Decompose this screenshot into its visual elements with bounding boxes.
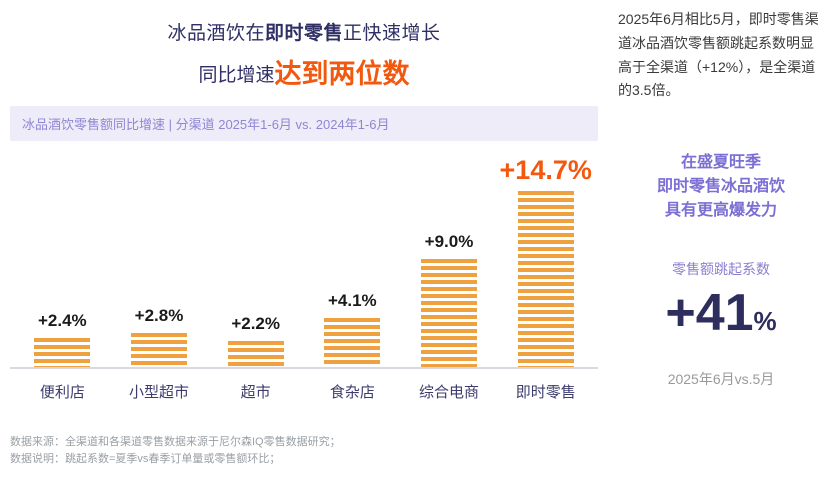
bar — [131, 333, 187, 367]
bar — [34, 338, 91, 367]
category-label: 食杂店 — [329, 384, 375, 401]
title-text: 同比增速 — [198, 65, 275, 86]
footnote-note: 数据说明：跳起系数=夏季vs春季订单量或零售额环比； — [10, 453, 281, 466]
bar-column: +4.1% — [304, 291, 401, 367]
title-text: 冰品酒饮在 — [167, 23, 265, 44]
chart-card: 冰品酒饮在即时零售正快速增长 同比增速达到两位数 冰品酒饮零售额同比增速 | 分… — [10, 18, 598, 473]
chart-title-line1: 冰品酒饮在即时零售正快速增长 — [10, 18, 598, 45]
title-bold-text: 即时零售 — [264, 23, 343, 44]
footnote-source: 数据来源：全渠道和各渠道零售数据来源于尼尔森IQ零售数据研究； — [10, 435, 341, 448]
bar — [421, 259, 478, 367]
headline-line: 在盛夏旺季 — [680, 154, 761, 172]
metric-value: +41% — [618, 283, 824, 343]
category-label: 综合电商 — [419, 384, 480, 401]
bar-value-label: +2.4% — [37, 311, 87, 330]
chart-title-line2: 同比增速达到两位数 — [10, 52, 598, 91]
bar-value-label: +4.1% — [328, 291, 377, 310]
bar — [324, 318, 381, 367]
bar-value-label: +2.2% — [231, 314, 281, 333]
commentary-paragraph: 2025年6月相比5月，即时零售渠道冰品酒饮零售额跳起系数明显高于全渠道（+12… — [618, 11, 819, 99]
bar — [227, 341, 284, 367]
bar-column: +2.4% — [14, 311, 111, 367]
chart-subtitle-band: 冰品酒饮零售额同比增速 | 分渠道 2025年1-6月 vs. 2024年1-6… — [10, 106, 598, 141]
bar-value-label: +9.0% — [424, 232, 474, 251]
bar — [517, 191, 574, 367]
metric-unit: % — [753, 306, 777, 337]
title-accent-text: 达到两位数 — [274, 59, 410, 89]
bar-chart: +2.4% +2.8% +2.2% +4.1% +9.0% +14.7% 便利店 小型超市 超… — [10, 145, 598, 402]
headline-line: 即时零售冰品酒饮 — [656, 178, 785, 196]
metric-period: 2025年6月vs.5月 — [667, 371, 775, 388]
chart-title-block: 冰品酒饮在即时零售正快速增长 同比增速达到两位数 — [10, 18, 598, 91]
chart-plot: +2.4% +2.8% +2.2% +4.1% +9.0% +14.7% — [10, 145, 598, 369]
bar-column: +14.7% — [497, 155, 594, 367]
bar-column: +2.8% — [111, 306, 208, 367]
category-label: 小型超市 — [129, 384, 190, 401]
category-label: 即时零售 — [515, 384, 576, 401]
title-text: 正快速增长 — [343, 23, 441, 44]
bar-column: +9.0% — [401, 232, 498, 367]
bar-value-label: +14.7% — [499, 155, 592, 185]
chart-categories: 便利店 小型超市 超市 食杂店 综合电商 即时零售 — [10, 381, 598, 402]
bar-value-label: +2.8% — [134, 306, 184, 325]
commentary-column: 2025年6月相比5月，即时零售渠道冰品酒饮零售额跳起系数明显高于全渠道（+12… — [606, 0, 840, 477]
metric-label: 零售额跳起系数 — [672, 261, 770, 278]
footnotes: 数据来源：全渠道和各渠道零售数据来源于尼尔森IQ零售数据研究； 数据说明：跳起系… — [10, 428, 598, 473]
headline-line: 具有更高爆发力 — [664, 202, 777, 220]
highlight-headline: 在盛夏旺季 即时零售冰品酒饮 具有更高爆发力 — [618, 151, 824, 223]
category-label: 超市 — [240, 384, 271, 401]
category-label: 便利店 — [39, 384, 85, 401]
bar-column: +2.2% — [207, 314, 304, 367]
metric-number: +41 — [665, 284, 754, 343]
